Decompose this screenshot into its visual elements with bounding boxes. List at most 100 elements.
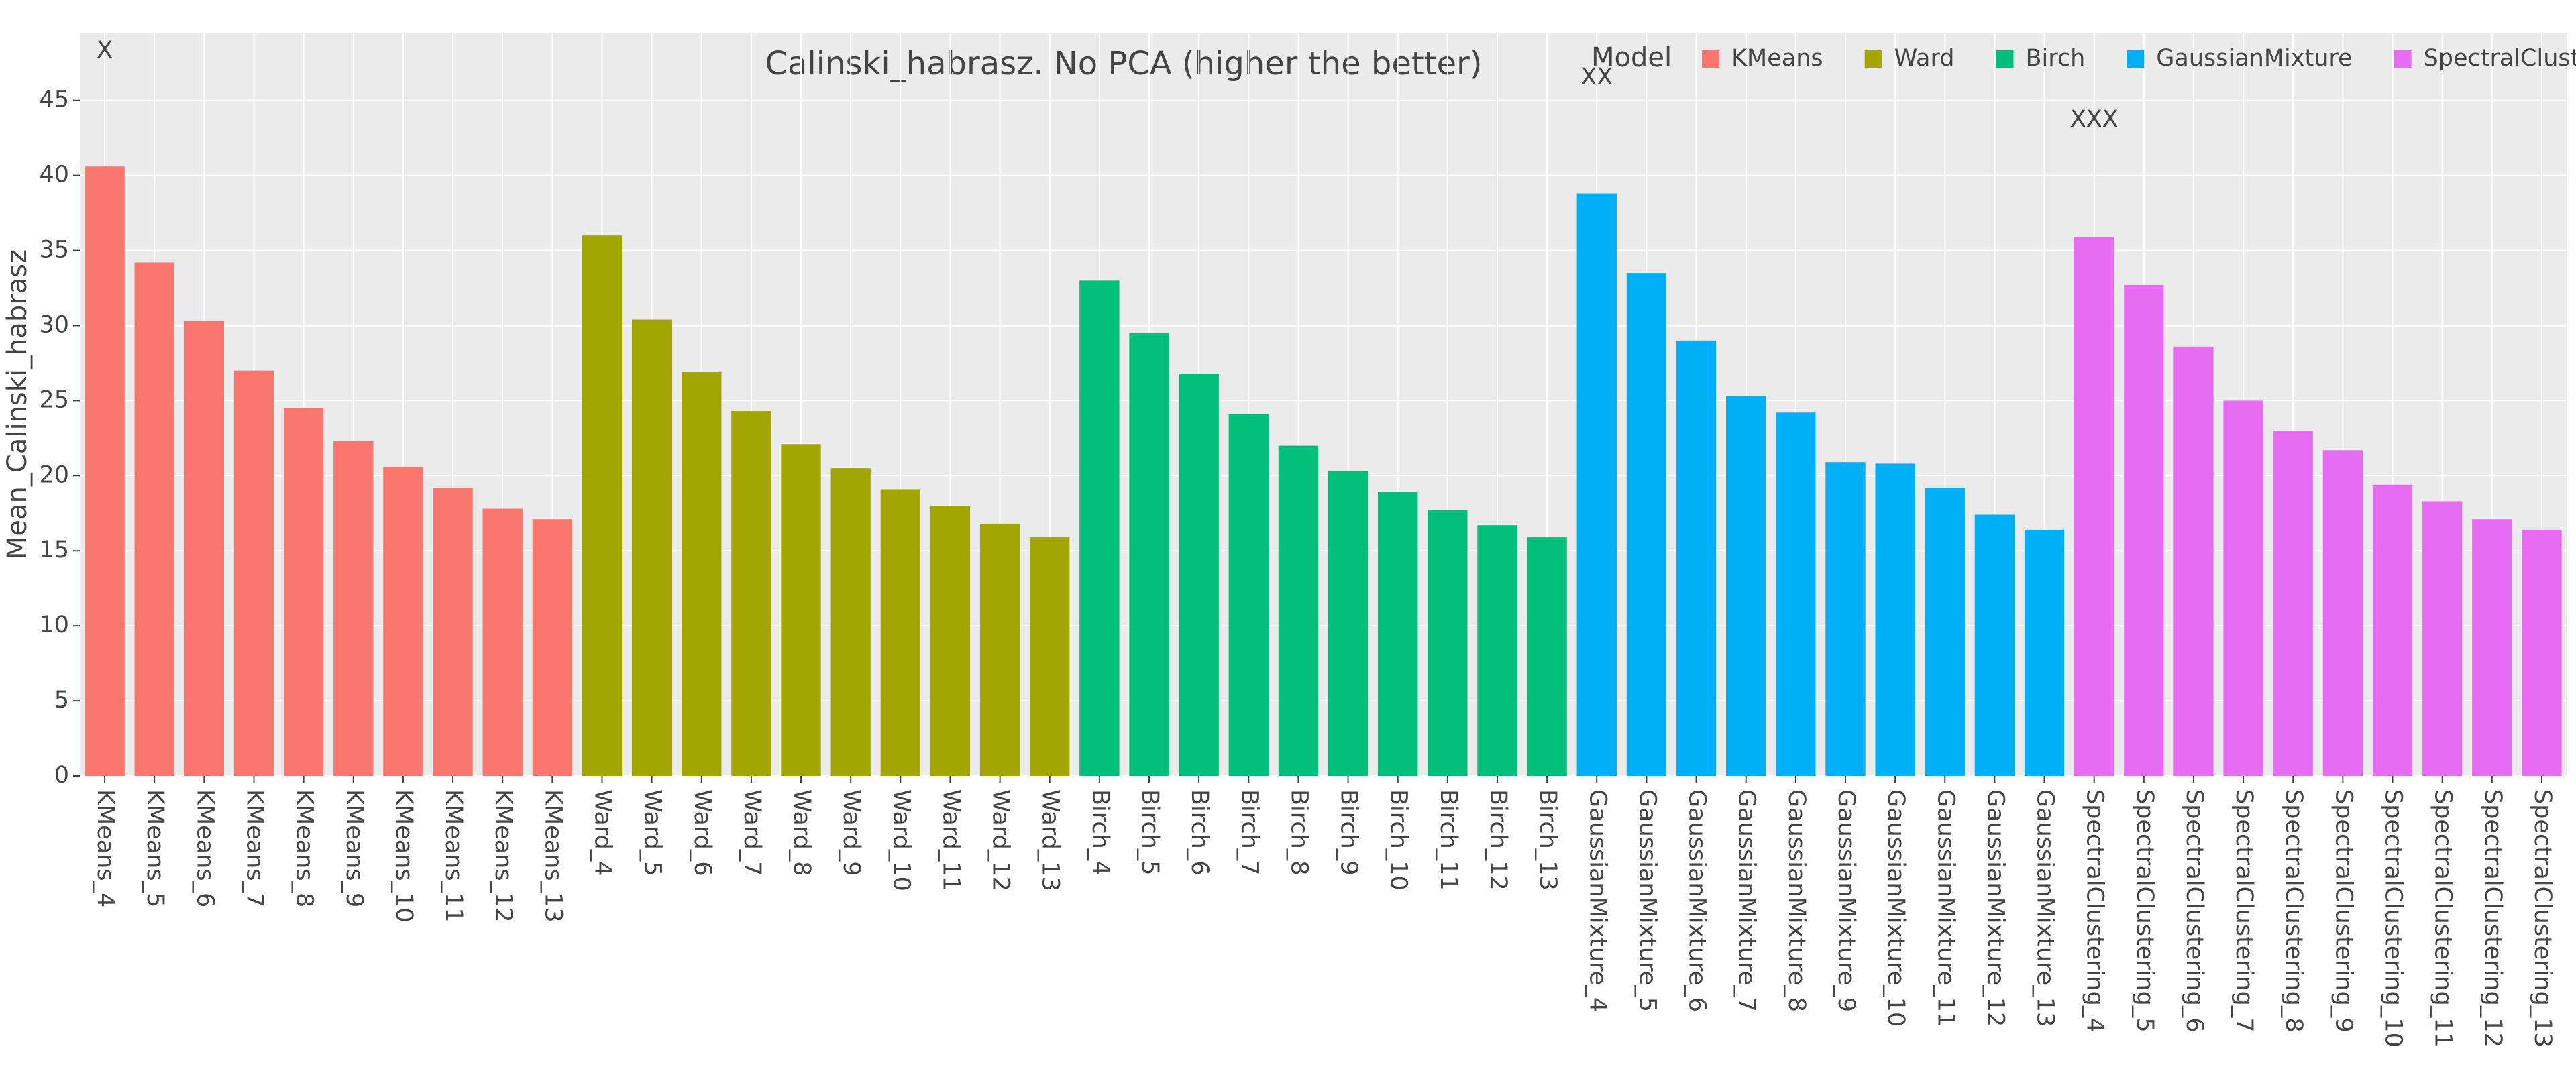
bar: [1925, 488, 1965, 776]
bar: [731, 411, 771, 776]
x-tick-label: Birch_11: [1435, 789, 1462, 891]
bar: [1527, 537, 1567, 776]
legend-label: GaussianMixture: [2156, 45, 2352, 72]
bar: [1477, 525, 1517, 776]
legend-label: Birch: [2025, 45, 2085, 72]
bar: [433, 488, 473, 776]
x-tick-label: Birch_13: [1534, 789, 1561, 891]
x-tick-label: SpectralClustering_6: [2181, 789, 2208, 1033]
bar: [1129, 333, 1169, 776]
y-tick-label: 40: [39, 162, 69, 188]
bar: [2174, 346, 2214, 776]
bar: [134, 262, 174, 776]
bar: [1626, 273, 1667, 776]
legend-title: Model: [1591, 42, 1672, 73]
x-tick-label: KMeans_5: [142, 789, 168, 907]
x-tick-label: SpectralClustering_9: [2330, 789, 2357, 1033]
x-tick-label: SpectralClustering_8: [2280, 789, 2307, 1033]
bar: [2522, 529, 2562, 776]
bar: [2422, 501, 2463, 776]
x-tick-label: KMeans_10: [390, 789, 417, 923]
x-tick-label: SpectralClustering_12: [2479, 789, 2506, 1048]
x-tick-label: Ward_7: [739, 789, 765, 877]
x-tick-label: SpectralClustering_5: [2131, 789, 2158, 1033]
bar: [1179, 374, 1219, 776]
bar: [1875, 463, 1915, 776]
x-tick-label: GaussianMixture_5: [1633, 789, 1660, 1012]
bar: [85, 166, 125, 776]
x-tick-label: Birch_5: [1136, 789, 1163, 876]
legend-swatch: [1702, 50, 1720, 68]
bar: [830, 468, 871, 776]
bar: [2372, 484, 2413, 776]
x-tick-label: GaussianMixture_4: [1584, 789, 1611, 1012]
bar: [1030, 537, 1070, 776]
x-tick-label: Ward_12: [987, 789, 1014, 891]
bar: [1776, 412, 1816, 776]
bar: [1676, 340, 1717, 777]
legend-label: SpectralClustering: [2424, 45, 2576, 72]
bar: [2024, 529, 2065, 776]
x-tick-label: Birch_4: [1087, 789, 1114, 876]
x-tick-label: Ward_5: [639, 789, 666, 877]
y-tick-label: 0: [54, 762, 69, 789]
annotation: X: [97, 37, 113, 64]
bar: [283, 408, 324, 776]
x-tick-label: Ward_9: [838, 789, 865, 877]
x-tick-label: SpectralClustering_10: [2380, 789, 2407, 1048]
x-tick-label: Ward_10: [888, 789, 914, 891]
legend-swatch: [2394, 50, 2412, 68]
x-tick-label: KMeans_13: [539, 789, 566, 923]
y-tick-label: 5: [54, 687, 69, 714]
legend-swatch: [1864, 50, 1882, 68]
x-tick-label: KMeans_12: [490, 789, 517, 923]
x-tick-label: GaussianMixture_11: [1932, 789, 1959, 1027]
bar: [233, 370, 274, 776]
bar: [1378, 492, 1418, 776]
bar: [1278, 445, 1319, 776]
x-tick-label: KMeans_6: [191, 789, 218, 907]
legend-label: KMeans: [1731, 45, 1823, 72]
x-tick-label: Ward_4: [589, 789, 616, 877]
bar: [682, 372, 722, 776]
x-tick-label: Ward_13: [1037, 789, 1064, 891]
bar: [979, 523, 1020, 776]
bar: [1428, 510, 1468, 776]
y-tick-label: 15: [39, 536, 69, 563]
bar: [2273, 431, 2313, 776]
x-tick-label: Ward_8: [788, 789, 815, 877]
bar: [2322, 450, 2363, 776]
x-tick-label: GaussianMixture_6: [1684, 789, 1711, 1012]
bar: [1079, 280, 1120, 776]
bar: [1228, 414, 1269, 776]
y-tick-label: 30: [39, 311, 69, 338]
y-tick-label: 10: [39, 612, 69, 638]
x-tick-label: Birch_8: [1285, 789, 1312, 876]
x-tick-label: KMeans_7: [241, 789, 268, 907]
bar: [631, 319, 672, 776]
x-tick-label: GaussianMixture_9: [1833, 789, 1860, 1012]
x-tick-label: Birch_10: [1385, 789, 1412, 891]
x-tick-label: GaussianMixture_8: [1783, 789, 1810, 1012]
bar: [2074, 237, 2114, 777]
x-tick-label: KMeans_11: [440, 789, 467, 923]
x-tick-label: KMeans_8: [291, 789, 318, 907]
bar: [1825, 462, 1866, 776]
bar: [582, 235, 623, 776]
annotation: XX: [1580, 64, 1613, 91]
x-tick-label: GaussianMixture_12: [1982, 789, 2008, 1027]
bar: [383, 466, 423, 776]
x-tick-label: Birch_12: [1485, 789, 1511, 891]
y-tick-label: 35: [39, 237, 69, 264]
bar: [532, 519, 572, 776]
x-tick-label: Birch_7: [1236, 789, 1263, 876]
x-tick-label: SpectralClustering_7: [2231, 789, 2257, 1033]
bar: [1974, 514, 2015, 776]
x-tick-label: GaussianMixture_13: [2032, 789, 2059, 1027]
bar: [2223, 400, 2263, 776]
legend-swatch: [1996, 50, 2014, 68]
x-tick-label: Ward_11: [937, 789, 964, 891]
x-tick-label: Birch_9: [1336, 789, 1362, 876]
